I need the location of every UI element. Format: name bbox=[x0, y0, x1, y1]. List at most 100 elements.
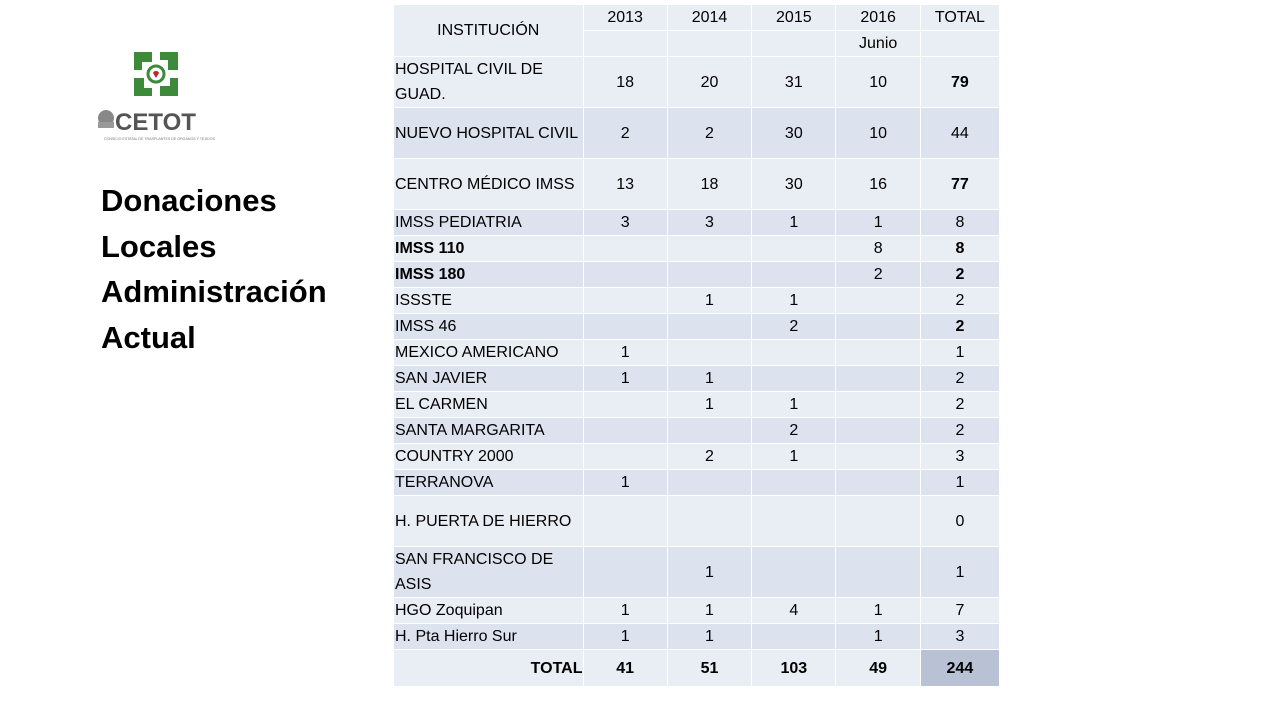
row-total-cell: 3 bbox=[919, 623, 1001, 650]
institution-name: IMSS 46 bbox=[393, 313, 584, 340]
table-row: TERRANOVA 1 1 bbox=[393, 469, 1001, 496]
year-value-cell: 1 bbox=[666, 623, 753, 650]
year-value-cell: 10 bbox=[835, 107, 921, 159]
table-row: HOSPITAL CIVIL DE GUAD. 18 20 31 10 79 bbox=[393, 56, 1001, 108]
year-value-cell bbox=[751, 546, 837, 598]
header-institution: INSTITUCIÓN bbox=[393, 4, 584, 57]
table-row: IMSS PEDIATRIA 3 3 1 1 8 bbox=[393, 209, 1001, 236]
year-value-cell: 3 bbox=[582, 209, 668, 236]
table-row: CENTRO MÉDICO IMSS 13 18 30 16 77 bbox=[393, 158, 1001, 210]
year-value-cell bbox=[835, 339, 921, 366]
year-total-cell: 103 bbox=[751, 649, 837, 687]
year-value-cell: 4 bbox=[751, 597, 837, 624]
year-total-cell: 49 bbox=[835, 649, 921, 687]
year-value-cell: 1 bbox=[582, 597, 668, 624]
year-value-cell: 1 bbox=[666, 365, 753, 392]
row-total-cell: 2 bbox=[919, 365, 1001, 392]
institution-name: H. Pta Hierro Sur bbox=[393, 623, 584, 650]
institution-name: MEXICO AMERICANO bbox=[393, 339, 584, 366]
total-label: TOTAL bbox=[393, 649, 584, 687]
year-value-cell: 3 bbox=[666, 209, 753, 236]
year-value-cell: 1 bbox=[751, 443, 837, 470]
cetot-logo-icon: CETOT CONSEJO ESTATAL DE TRASPLANTES DE … bbox=[98, 52, 216, 141]
header-total: TOTAL bbox=[919, 4, 1001, 31]
year-value-cell: 2 bbox=[582, 107, 668, 159]
row-total-cell: 0 bbox=[919, 495, 1001, 547]
row-total-cell: 1 bbox=[919, 546, 1001, 598]
table-row: MEXICO AMERICANO 1 1 bbox=[393, 339, 1001, 366]
year-value-cell bbox=[666, 261, 753, 288]
header-year: 2013 bbox=[582, 4, 668, 31]
logo-text: CETOT bbox=[115, 109, 196, 136]
title-line: Locales bbox=[101, 228, 217, 264]
subheader-row: Junio bbox=[394, 30, 1001, 57]
table-row: EL CARMEN 1 1 2 bbox=[393, 391, 1001, 418]
year-value-cell bbox=[582, 313, 668, 340]
year-value-cell: 1 bbox=[666, 391, 753, 418]
row-total-cell: 2 bbox=[919, 261, 1001, 288]
year-value-cell bbox=[835, 365, 921, 392]
table-row: H. Pta Hierro Sur 1 1 1 3 bbox=[393, 623, 1001, 650]
year-value-cell bbox=[666, 339, 753, 366]
header-row: INSTITUCIÓN 2013 2014 2015 2016 TOTAL bbox=[393, 4, 1001, 57]
institution-name: IMSS 180 bbox=[393, 261, 584, 288]
total-row: TOTAL 41 51 103 49 244 bbox=[393, 649, 1001, 687]
year-value-cell: 1 bbox=[835, 623, 921, 650]
year-value-cell bbox=[751, 495, 837, 547]
year-value-cell bbox=[835, 443, 921, 470]
year-value-cell bbox=[835, 417, 921, 444]
title-line: Actual bbox=[101, 319, 196, 355]
year-value-cell: 8 bbox=[835, 235, 921, 262]
year-value-cell bbox=[582, 417, 668, 444]
year-value-cell: 1 bbox=[835, 597, 921, 624]
year-value-cell: 1 bbox=[666, 597, 753, 624]
year-value-cell bbox=[582, 261, 668, 288]
year-value-cell: 1 bbox=[751, 391, 837, 418]
year-value-cell: 2 bbox=[751, 313, 837, 340]
table-row: HGO Zoquipan 1 1 4 1 7 bbox=[393, 597, 1001, 624]
year-value-cell bbox=[751, 235, 837, 262]
row-total-cell: 3 bbox=[919, 443, 1001, 470]
year-value-cell: 20 bbox=[666, 56, 753, 108]
institution-name: SANTA MARGARITA bbox=[393, 417, 584, 444]
table-row: H. PUERTA DE HIERRO 0 bbox=[393, 495, 1001, 547]
table-row: IMSS 180 2 2 bbox=[393, 261, 1001, 288]
year-value-cell: 1 bbox=[582, 469, 668, 496]
year-value-cell bbox=[582, 287, 668, 314]
year-value-cell bbox=[582, 235, 668, 262]
row-total-cell: 2 bbox=[919, 313, 1001, 340]
year-value-cell: 18 bbox=[582, 56, 668, 108]
year-value-cell bbox=[666, 469, 753, 496]
year-value-cell: 1 bbox=[666, 546, 753, 598]
cetot-logo: CETOT CONSEJO ESTATAL DE TRASPLANTES DE … bbox=[78, 32, 228, 162]
year-value-cell bbox=[751, 339, 837, 366]
row-total-cell: 44 bbox=[919, 107, 1001, 159]
slide-title: Donaciones Locales Administración Actual bbox=[101, 178, 371, 360]
year-value-cell: 1 bbox=[751, 287, 837, 314]
institution-name: NUEVO HOSPITAL CIVIL bbox=[393, 107, 584, 159]
subheader-cell bbox=[751, 30, 837, 57]
year-value-cell bbox=[666, 313, 753, 340]
header-year: 2016 bbox=[835, 4, 921, 31]
year-total-cell: 51 bbox=[666, 649, 753, 687]
table-row: COUNTRY 2000 2 1 3 bbox=[393, 443, 1001, 470]
year-value-cell bbox=[666, 235, 753, 262]
institution-name: IMSS 110 bbox=[393, 235, 584, 262]
row-total-cell: 7 bbox=[919, 597, 1001, 624]
institution-name: ISSSTE bbox=[393, 287, 584, 314]
year-value-cell: 18 bbox=[666, 158, 753, 210]
year-value-cell: 30 bbox=[751, 107, 837, 159]
year-value-cell bbox=[582, 391, 668, 418]
institution-name: HOSPITAL CIVIL DE GUAD. bbox=[393, 56, 584, 108]
year-value-cell bbox=[751, 261, 837, 288]
year-value-cell bbox=[835, 495, 921, 547]
institution-name: IMSS PEDIATRIA bbox=[393, 209, 584, 236]
institution-name: COUNTRY 2000 bbox=[393, 443, 584, 470]
year-value-cell bbox=[835, 546, 921, 598]
year-value-cell bbox=[666, 417, 753, 444]
year-value-cell: 1 bbox=[751, 209, 837, 236]
year-value-cell bbox=[835, 391, 921, 418]
year-value-cell bbox=[582, 546, 668, 598]
subheader-cell bbox=[919, 30, 1001, 57]
table-row: IMSS 110 8 8 bbox=[393, 235, 1001, 262]
